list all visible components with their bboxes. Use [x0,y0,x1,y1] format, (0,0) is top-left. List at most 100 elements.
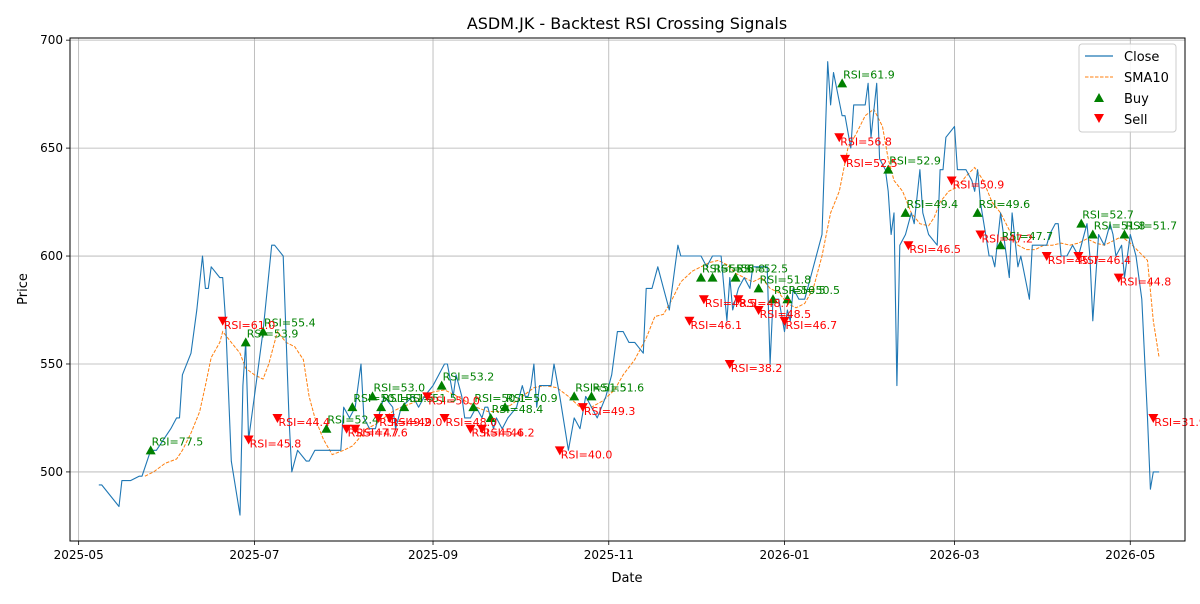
x-axis: 2025-05 2025-07 2025-09 2025-11 2026-01 2026-… [54,541,1155,562]
buy-label: RSI=50.1 [353,392,405,405]
sell-label: RSI=38.2 [731,362,783,375]
buy-marker [145,445,156,455]
buy-marker [972,207,983,217]
sell-label: RSI=47.6 [356,427,408,440]
buy-label: RSI=51.5 [575,381,627,394]
sell-label: RSI=49.0 [391,416,443,429]
sell-marker [1148,413,1159,423]
sma10-series [144,108,1160,477]
buy-marker [753,283,764,293]
buy-marker [485,412,496,422]
buy-marker [347,402,358,412]
buy-label: RSI=49.4 [907,198,959,211]
sell-label: RSI=45.4 [471,427,523,440]
sell-marker [946,176,957,186]
y-tick-label: 550 [40,357,63,371]
buy-label: RSI=55.4 [264,317,316,330]
sell-marker [465,424,476,434]
sell-marker [1073,252,1084,262]
buy-marker [500,402,511,412]
sell-label: RSI=46.7 [786,319,838,332]
sell-label: RSI=47.2 [981,232,1033,245]
x-tick-label: 2025-11 [584,548,634,562]
sell-label: RSI=50.9 [953,178,1005,191]
close-line [98,61,1160,516]
legend-sell-label: Sell [1124,113,1147,128]
buy-label: RSI=51.5 [405,392,457,405]
plot-area-frame [69,37,1186,542]
sell-label: RSI=52.5 [846,157,898,170]
sell-label: RSI=45.8 [250,438,302,451]
sell-marker [779,316,790,326]
sell-marker [373,413,384,423]
x-tick-label: 2026-03 [929,548,979,562]
buy-marker [399,402,410,412]
sell-label: RSI=45.7 [1048,254,1100,267]
buy-marker [900,207,911,217]
sell-label: RSI=31.9 [1154,416,1200,429]
sell-marker [422,392,433,402]
sell-label: RSI=61.0 [224,319,276,332]
buy-marker [730,272,741,282]
grid-lines [70,38,1185,541]
buy-marker [569,391,580,401]
buy-label: RSI=51.7 [1125,219,1177,232]
buy-marker [695,272,706,282]
buy-marker [586,391,597,401]
sell-marker [1113,273,1124,283]
buy-label: RSI=55.6 [702,263,754,276]
sell-marker [439,413,450,423]
y-axis: 500 550 600 650 700 [40,33,70,479]
buy-label: RSI=53.2 [443,371,495,384]
buy-marker [321,423,332,433]
sell-label: RSI=40.0 [561,448,613,461]
sell-label: RSI=46.4 [1079,254,1131,267]
sell-marker [1041,252,1052,262]
sell-label: RSI=50.0 [428,394,480,407]
sell-marker [698,295,709,305]
sell-marker [577,403,588,413]
buy-marker [995,240,1006,250]
x-tick-label: 2025-07 [229,548,279,562]
buy-label: RSI=50.9 [506,392,558,405]
buy-label: RSI=56.8 [713,263,765,276]
buy-marker [782,294,793,304]
sell-marker [350,424,361,434]
sell-marker [341,424,352,434]
sell-marker [834,133,845,143]
sell-label: RSI=49.3 [584,405,636,418]
chart-title: ASDM.JK - Backtest RSI Crossing Signals [467,14,787,33]
x-tick-label: 2026-01 [759,548,809,562]
buy-label: RSI=51.5 [382,392,434,405]
sell-marker [217,316,228,326]
buy-label: RSI=52.7 [1082,209,1134,222]
buy-label: RSI=52.5 [737,263,789,276]
buy-label: RSI=52.4 [327,414,379,427]
legend-sma10-label: SMA10 [1124,71,1169,86]
close-series [98,61,1160,516]
buy-label: RSI=77.5 [152,435,204,448]
legend-sell-swatch [1094,114,1104,123]
sma10-line [144,108,1160,477]
sell-marker [243,435,254,445]
sell-label: RSI=48.7 [739,297,791,310]
y-tick-label: 500 [40,465,63,479]
buy-marker [1087,229,1098,239]
buy-marker [436,380,447,390]
sell-label: RSI=44.8 [1120,276,1172,289]
buy-label: RSI=51.8 [1094,219,1146,232]
sell-label: RSI=48.5 [705,297,757,310]
buy-marker [1076,218,1087,228]
y-axis-label: Price [16,273,31,305]
sell-marker [840,154,851,164]
legend-close-label: Close [1124,50,1159,65]
buy-marker [367,391,378,401]
sell-marker [753,306,764,316]
sell-marker [684,316,695,326]
sell-label: RSI=44.4 [278,416,330,429]
sell-marker [975,230,986,240]
sell-label: RSI=47.7 [348,427,400,440]
sell-marker [903,241,914,251]
